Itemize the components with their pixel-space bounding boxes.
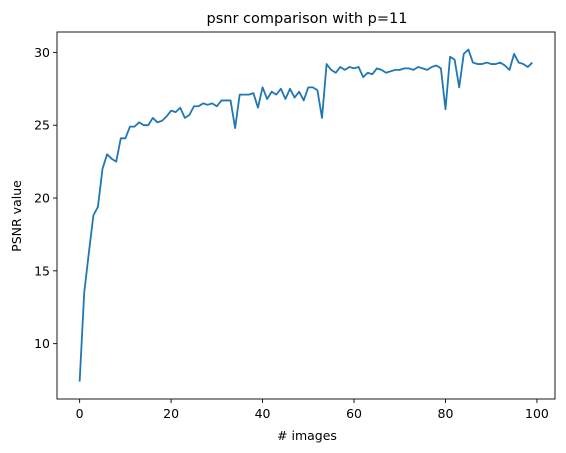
y-tick-label: 20 bbox=[34, 191, 50, 206]
y-axis-label: PSNR value bbox=[9, 180, 24, 252]
x-tick-label: 20 bbox=[163, 406, 179, 421]
x-tick-label: 60 bbox=[346, 406, 362, 421]
plot-area bbox=[78, 48, 533, 382]
y-tick-label: 25 bbox=[34, 118, 50, 133]
y-axis: 10 15 20 25 30 bbox=[34, 45, 57, 351]
y-tick-label: 10 bbox=[34, 336, 50, 351]
x-tick-label: 40 bbox=[255, 406, 271, 421]
plot-frame bbox=[56, 31, 556, 400]
x-tick-label: 100 bbox=[525, 406, 549, 421]
x-tick-label: 80 bbox=[438, 406, 454, 421]
x-axis-label: # images bbox=[277, 428, 337, 443]
psnr-series-line bbox=[78, 48, 533, 382]
x-tick-label: 0 bbox=[76, 406, 84, 421]
y-tick-label: 30 bbox=[34, 45, 50, 60]
y-tick-label: 15 bbox=[34, 263, 50, 278]
chart-title: psnr comparison with p=11 bbox=[207, 11, 408, 27]
x-axis: 0 20 40 60 80 100 bbox=[76, 399, 549, 421]
